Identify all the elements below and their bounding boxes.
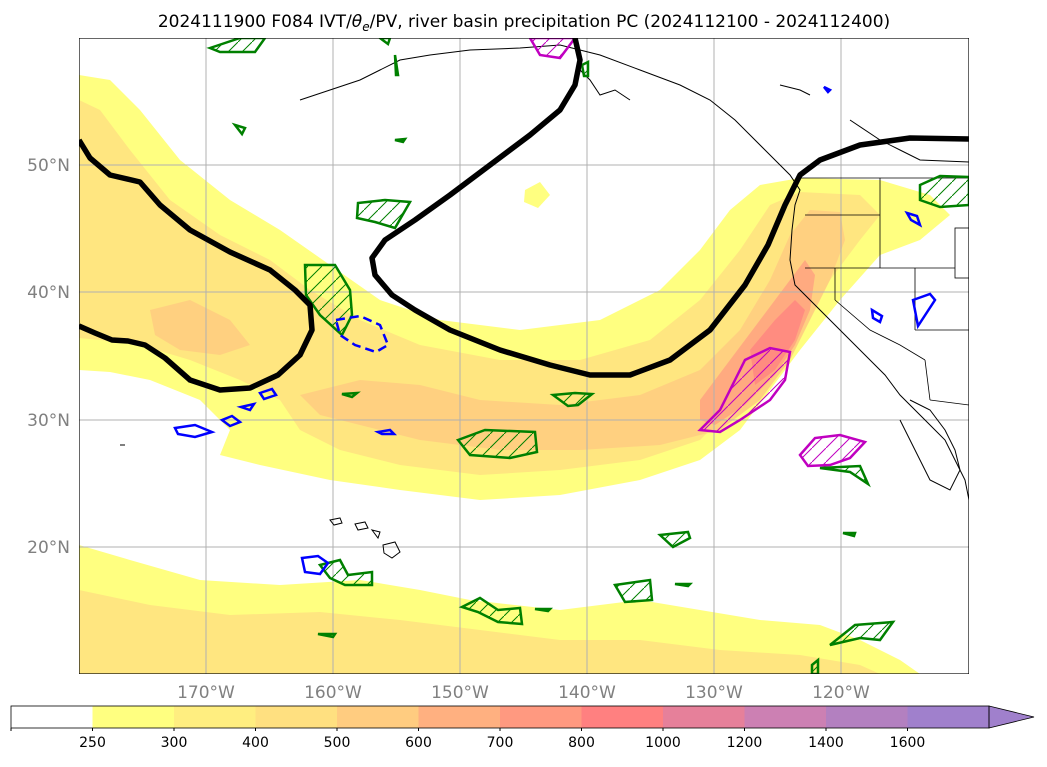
colorbar: 250 300 400 500 600 700 800 1000 1200 1400 1600: [10, 705, 1035, 751]
colorbar-segment: [826, 706, 908, 728]
colorbar-segment: [337, 706, 419, 728]
lon-label: 130°W: [685, 683, 743, 703]
lat-label: 20°N: [27, 538, 70, 558]
lat-label: 30°N: [27, 411, 70, 431]
colorbar-segment: [907, 706, 989, 728]
chart-title: 2024111900 F084 IVT/θe/PV, river basin p…: [158, 12, 890, 34]
lat-label: 40°N: [27, 283, 70, 303]
colorbar-segment: [11, 706, 93, 728]
colorbar-label: 1000: [645, 735, 681, 751]
pv-contours: [79, 38, 969, 393]
colorbar-segment: [92, 706, 174, 728]
colorbar-segment: [663, 706, 745, 728]
lon-label: 150°W: [431, 683, 489, 703]
lon-label: 120°W: [812, 683, 870, 703]
colorbar-label: 1600: [890, 735, 926, 751]
colorbar-extend-arrow: [988, 705, 1035, 729]
lon-label: 160°W: [304, 683, 362, 703]
lat-label: 50°N: [27, 156, 70, 176]
colorbar-segment: [418, 706, 500, 728]
colorbar-label: 250: [79, 735, 106, 751]
colorbar-segment: [174, 706, 256, 728]
colorbar-label: 500: [324, 735, 351, 751]
colorbar-label: 1400: [808, 735, 844, 751]
hawaii-islands: [329, 517, 401, 559]
colorbar-label: 1200: [727, 735, 763, 751]
colorbar-label: 800: [568, 735, 595, 751]
map-area: [79, 38, 969, 674]
lat-labels: 50°N 40°N 30°N 20°N: [27, 156, 70, 558]
blue-contours: [173, 85, 937, 576]
colorbar-segment: [744, 706, 826, 728]
colorbar-label: 400: [242, 735, 269, 751]
colorbar-label: 700: [487, 735, 514, 751]
lon-label: 140°W: [558, 683, 616, 703]
magenta-contours: [528, 38, 868, 468]
colorbar-segment: [581, 706, 663, 728]
colorbar-label: 300: [161, 735, 188, 751]
colorbar-label: 600: [405, 735, 432, 751]
lon-labels: 170°W 160°W 150°W 140°W 130°W 120°W: [177, 683, 870, 703]
green-contours: [206, 38, 969, 674]
colorbar-segment: [255, 706, 337, 728]
lon-label: 170°W: [177, 683, 235, 703]
colorbar-segment: [500, 706, 582, 728]
